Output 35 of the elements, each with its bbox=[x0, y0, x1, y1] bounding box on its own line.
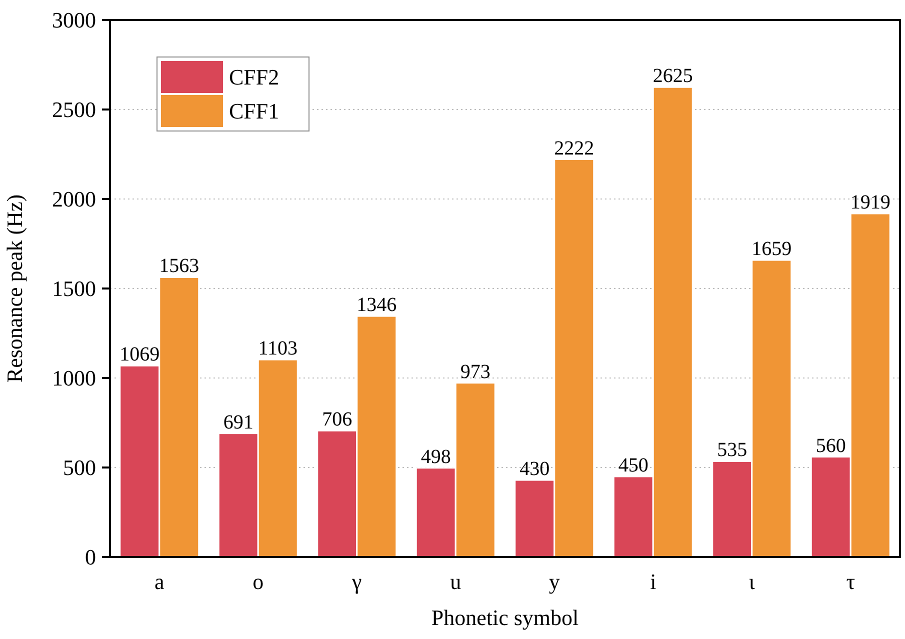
x-tick-label: o bbox=[252, 569, 264, 594]
data-label: 1919 bbox=[850, 192, 890, 214]
data-label: 498 bbox=[420, 446, 451, 468]
data-label: 1069 bbox=[120, 344, 160, 366]
data-label: 450 bbox=[618, 454, 648, 476]
y-tick-label: 0 bbox=[85, 544, 96, 570]
data-label: 2222 bbox=[554, 137, 594, 160]
data-label: 560 bbox=[816, 434, 846, 457]
y-tick-label: 2500 bbox=[52, 97, 96, 122]
data-label: 2625 bbox=[652, 65, 693, 88]
data-label: 535 bbox=[717, 439, 748, 462]
y-tick-label: 3000 bbox=[52, 8, 96, 33]
data-label: 430 bbox=[520, 458, 550, 480]
data-label: 1563 bbox=[159, 255, 200, 278]
y-tick-label: 2000 bbox=[52, 186, 96, 212]
data-label: 706 bbox=[322, 408, 352, 431]
x-axis-title: Phonetic symbol bbox=[431, 605, 579, 630]
data-label: 1346 bbox=[356, 294, 397, 316]
y-tick-label: 500 bbox=[63, 455, 96, 480]
legend-label: CFF1 bbox=[229, 98, 280, 124]
y-tick-label: 1000 bbox=[52, 366, 96, 391]
y-tick-label: 1500 bbox=[52, 276, 96, 302]
x-tick-label: y bbox=[548, 569, 560, 594]
data-label: 973 bbox=[460, 360, 490, 383]
x-tick-label: τ bbox=[846, 569, 856, 594]
x-tick-label: a bbox=[154, 569, 164, 594]
data-label: 691 bbox=[223, 411, 254, 434]
data-label: 1103 bbox=[258, 338, 298, 360]
x-tick-label: i bbox=[650, 569, 656, 594]
x-tick-label: u bbox=[450, 569, 462, 594]
data-label: 1659 bbox=[752, 238, 792, 260]
x-tick-label: ι bbox=[748, 569, 755, 594]
x-tick-label: γ bbox=[351, 569, 362, 594]
legend-label: CFF2 bbox=[229, 64, 280, 90]
y-axis-title: Resonance peak (Hz) bbox=[2, 194, 27, 383]
